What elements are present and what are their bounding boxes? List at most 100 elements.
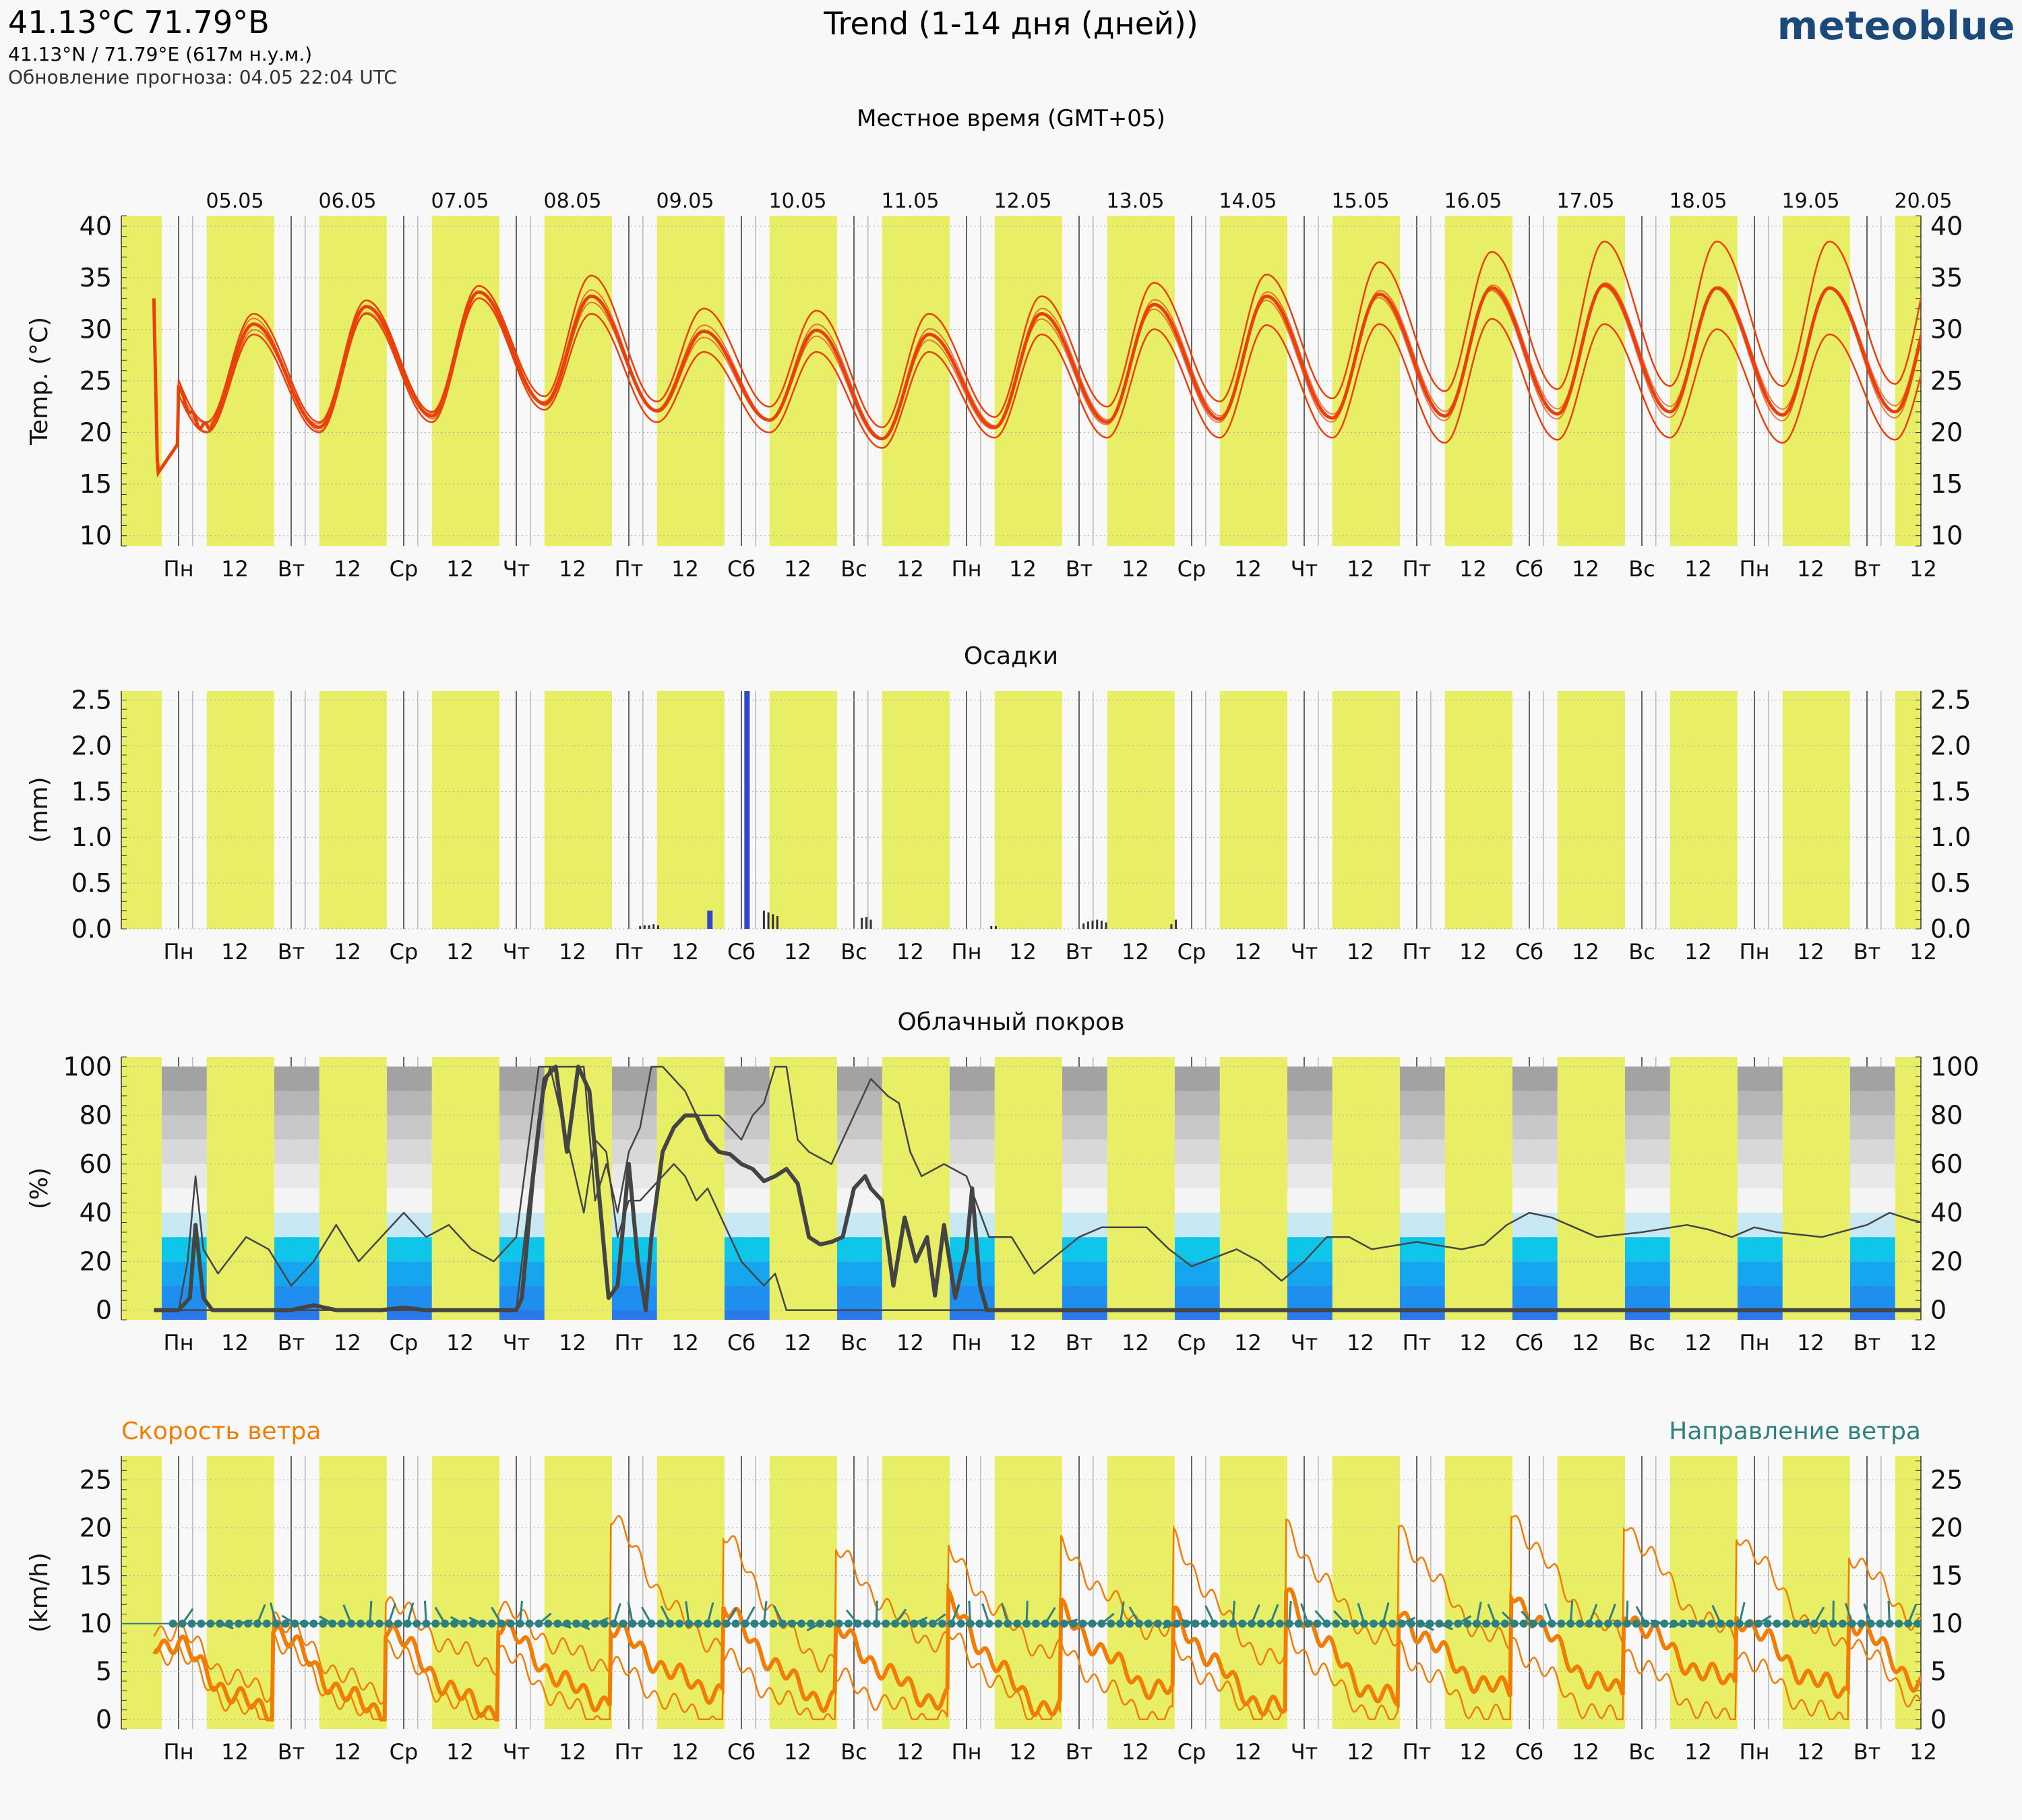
precip-bar-grey: [1091, 920, 1094, 929]
cloud-low-band: [1174, 1237, 1220, 1262]
x-tick-label: 12: [221, 1330, 249, 1356]
cloud-low-band: [386, 1285, 432, 1310]
x-tick-label: 12: [1009, 556, 1037, 582]
wind-barb: [744, 1606, 756, 1625]
cloud-low-band: [1062, 1237, 1107, 1262]
wind-barb: [388, 1603, 396, 1625]
y-tick-label-right: 10: [1930, 1609, 1963, 1639]
x-tick-label: 12: [671, 939, 699, 965]
cloud-lower-line: [154, 1066, 1921, 1311]
cloud-high-band: [1174, 1163, 1220, 1188]
wind-barb: [1635, 1606, 1647, 1625]
precip-bar-grey: [648, 925, 650, 929]
x-tick-label: Ср: [390, 1330, 419, 1356]
cloud-high-band: [1737, 1139, 1783, 1164]
wind-barb: [950, 1604, 960, 1625]
x-tick-label: Пн: [164, 556, 194, 582]
daylight-band: [882, 691, 950, 929]
x-tick-label: 12: [784, 1330, 811, 1356]
x-tick-label: 12: [1684, 1739, 1712, 1765]
cloud-high-band: [274, 1163, 319, 1188]
cloud-high-band: [1737, 1091, 1783, 1116]
wind-barb: [468, 1616, 483, 1625]
y-tick-label-right: 40: [1930, 1198, 1963, 1227]
y-tick-label-left: 20: [80, 1513, 112, 1543]
cloud-median-line: [154, 1064, 1921, 1312]
x-tick-label: 12: [334, 556, 361, 582]
wind-barb: [256, 1604, 266, 1625]
date-label: 10.05: [769, 189, 827, 213]
daylight-band: [1669, 1456, 1738, 1729]
x-tick-label: 12: [1797, 939, 1825, 965]
y-tick-label-right: 25: [1930, 1465, 1963, 1495]
x-tick-label: 12: [221, 1739, 249, 1765]
wind-barb: [538, 1612, 552, 1625]
x-tick-label: 12: [1234, 939, 1262, 965]
date-label: 13.05: [1107, 189, 1165, 213]
x-tick-label: Вт: [1854, 939, 1881, 965]
daylight-band: [1332, 691, 1400, 929]
cloud-low-band: [1512, 1310, 1558, 1320]
wind-barb: [613, 1603, 621, 1625]
date-label: 18.05: [1669, 189, 1727, 213]
x-tick-label: Вс: [840, 556, 867, 582]
y-tick-label-left: 10: [80, 1609, 112, 1639]
cloud-low-band: [836, 1261, 882, 1286]
wind-barb: [1607, 1604, 1616, 1625]
wind-barb: [1231, 1600, 1235, 1624]
x-tick-label: Вт: [1066, 1739, 1093, 1765]
daylight-band: [1219, 691, 1287, 929]
y-tick-label-right: 0: [1930, 1705, 1947, 1734]
wind-median-line: [152, 1583, 1921, 1722]
x-tick-label: Пн: [952, 1330, 982, 1356]
x-tick-label: Ср: [1177, 1330, 1206, 1356]
x-tick-label: Ср: [1177, 1739, 1206, 1765]
x-tick-label: 12: [559, 939, 586, 965]
daylight-band: [1444, 1057, 1512, 1320]
y-tick-label-right: 40: [1930, 211, 1963, 241]
daylight-band: [994, 1057, 1062, 1320]
wind-barb: [450, 1616, 464, 1625]
cloud-low-band: [386, 1310, 432, 1320]
x-tick-label: 12: [221, 939, 249, 965]
y-tick-label-left: 0.5: [71, 868, 112, 898]
y-tick-label-left: 1.0: [71, 822, 112, 852]
precip-bar: [707, 910, 713, 929]
x-tick-label: 12: [1122, 939, 1149, 965]
x-tick-label: Вт: [1854, 556, 1881, 582]
precip-bar-grey: [1105, 922, 1107, 929]
cloud-low-band: [1512, 1261, 1558, 1286]
x-tick-label: 12: [1347, 939, 1374, 965]
wind-barb: [981, 1603, 990, 1625]
temperature-lines: [152, 241, 1921, 478]
daylight-band: [882, 1456, 950, 1729]
cloud-high-band: [611, 1115, 657, 1140]
cloud-low-band: [274, 1237, 319, 1262]
y-tick-label-right: 20: [1930, 1246, 1963, 1276]
cloud-high-band: [1287, 1163, 1332, 1188]
x-tick-label: 12: [896, 556, 924, 582]
cloud-high-band: [1062, 1115, 1107, 1140]
y-tick-label-right: 25: [1930, 366, 1963, 396]
wind-barb: [845, 1609, 859, 1625]
wind-barb: [181, 1608, 194, 1625]
cloud-high-band: [1512, 1188, 1558, 1213]
cloud-high-band: [1963, 1188, 2008, 1213]
cloud-layers: [154, 1064, 2008, 1320]
cloud-high-band: [1174, 1091, 1220, 1116]
y-tick-label-left: 100: [63, 1052, 112, 1081]
wind-barb: [1487, 1604, 1497, 1625]
wind-barb: [1475, 1602, 1482, 1624]
x-tick-label: 12: [1684, 939, 1712, 965]
y-tick-label-left: 40: [80, 211, 112, 241]
cloud-high-band: [1174, 1139, 1220, 1164]
y-tick-label-left: 10: [80, 521, 112, 551]
x-tick-label: 12: [559, 1739, 586, 1765]
x-tick-label: 12: [1234, 1739, 1262, 1765]
cloud-low-band: [1399, 1285, 1445, 1310]
daylight-band: [121, 1057, 162, 1320]
precip-bar-grey: [1100, 920, 1103, 929]
x-tick-label: 12: [1797, 556, 1825, 582]
daylight-band: [1444, 691, 1512, 929]
precip-bar-grey: [990, 926, 993, 929]
